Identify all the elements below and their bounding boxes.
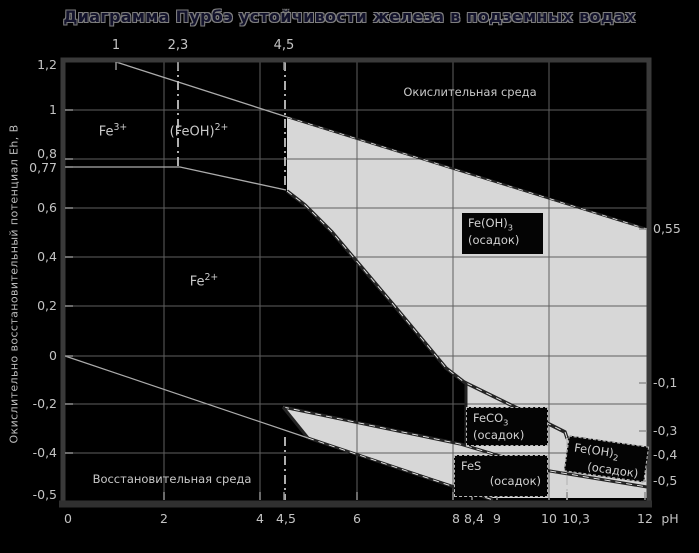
- chart-title: Диаграмма Пурбэ устойчивости железа в по…: [63, 7, 636, 26]
- precipitate-note: (осадок): [489, 473, 541, 488]
- formula-sub: 2: [612, 452, 619, 463]
- formula-base: Fe: [98, 124, 114, 140]
- right-value-label: -0,4: [653, 447, 678, 462]
- formula-base: Fe(OH): [468, 216, 508, 230]
- region-label-fe3: Fe3+: [99, 122, 128, 139]
- feco3-fes-boundary-dash: [282, 406, 648, 488]
- x-tick-label: 10,3: [562, 511, 590, 526]
- oxygen-line-left: [115, 61, 288, 118]
- right-value-label: -0,3: [653, 423, 678, 438]
- x-tick-label: 6: [353, 511, 361, 526]
- y-tick-label: -0,5: [32, 487, 57, 502]
- x-tick-label: 9: [493, 511, 501, 526]
- top-tick-label: 1: [111, 38, 121, 53]
- formula-base: FeS: [461, 459, 482, 473]
- y-tick-label: 0,2: [37, 298, 57, 313]
- label-box-feco3: FeCO3 (осадок): [466, 407, 548, 446]
- formula-base: Fe(OH): [573, 440, 615, 460]
- formula-base: Fe: [189, 274, 205, 290]
- right-value-label: -0,1: [653, 375, 678, 390]
- x-tick-label: 4: [256, 511, 264, 526]
- label-box-fes: FeS (осадок): [454, 455, 548, 497]
- precipitate-note: (осадок): [468, 233, 520, 248]
- y-tick-label: 0,8: [37, 146, 57, 161]
- formula-sub: 3: [503, 417, 509, 428]
- dash-dot-guides: [177, 62, 568, 500]
- x-tick-label: 12: [637, 511, 653, 526]
- y-tick-label: 0,6: [37, 200, 57, 215]
- fes-wedge-left-edge: [281, 406, 310, 439]
- y-tick-label: -0,2: [32, 396, 57, 411]
- oxygen-line-dash: [286, 116, 648, 230]
- top-tick-label: 2,3: [167, 38, 189, 53]
- y-tick-label: 0: [49, 348, 57, 363]
- fe2-feoh3-boundary-dash: [286, 190, 648, 456]
- formula-sup: 2+: [214, 122, 229, 133]
- x-tick-label: 8: [452, 511, 460, 526]
- x-tick-label: 2: [160, 511, 168, 526]
- y-tick-label: -0,4: [32, 445, 57, 460]
- hydrogen-line-left: [64, 355, 309, 439]
- precipitate-note: (осадок): [473, 428, 525, 443]
- formula-sub: 3: [507, 222, 513, 233]
- gridlines: [65, 62, 647, 500]
- right-value-label: -0,5: [653, 473, 678, 488]
- formula-base: FeCO: [473, 411, 504, 425]
- x-tick-label: 10: [541, 511, 557, 526]
- label-box-feoh3: Fe(OH)3 (осадок): [462, 213, 543, 254]
- y-tick-label: 1,2: [37, 57, 57, 72]
- x-tick-label: 4,5: [276, 511, 296, 526]
- region-label-feoh2plus: (FeOH)2+: [170, 122, 229, 139]
- formula-sup: 3+: [113, 122, 128, 133]
- y-tick-label: 0,4: [37, 249, 57, 264]
- region-label-oxidizing: Окислительная среда: [403, 85, 537, 99]
- region-label-reducing: Восстановительная среда: [92, 472, 252, 486]
- formula-sup: 2+: [204, 272, 219, 283]
- fe3-fe2-boundary: [65, 166, 287, 191]
- right-value-label: 0,55: [653, 221, 681, 236]
- y-tick-label: 0,77: [29, 160, 57, 175]
- region-label-fe2: Fe2+: [190, 272, 219, 289]
- x-axis-unit: pH: [661, 511, 679, 526]
- y-tick-label: 1: [49, 102, 57, 117]
- x-tick-label: 0: [64, 511, 72, 526]
- x-tick-label: 8,4: [464, 511, 484, 526]
- formula-base: (FeOH): [169, 124, 215, 140]
- top-tick-label: 4,5: [273, 38, 295, 53]
